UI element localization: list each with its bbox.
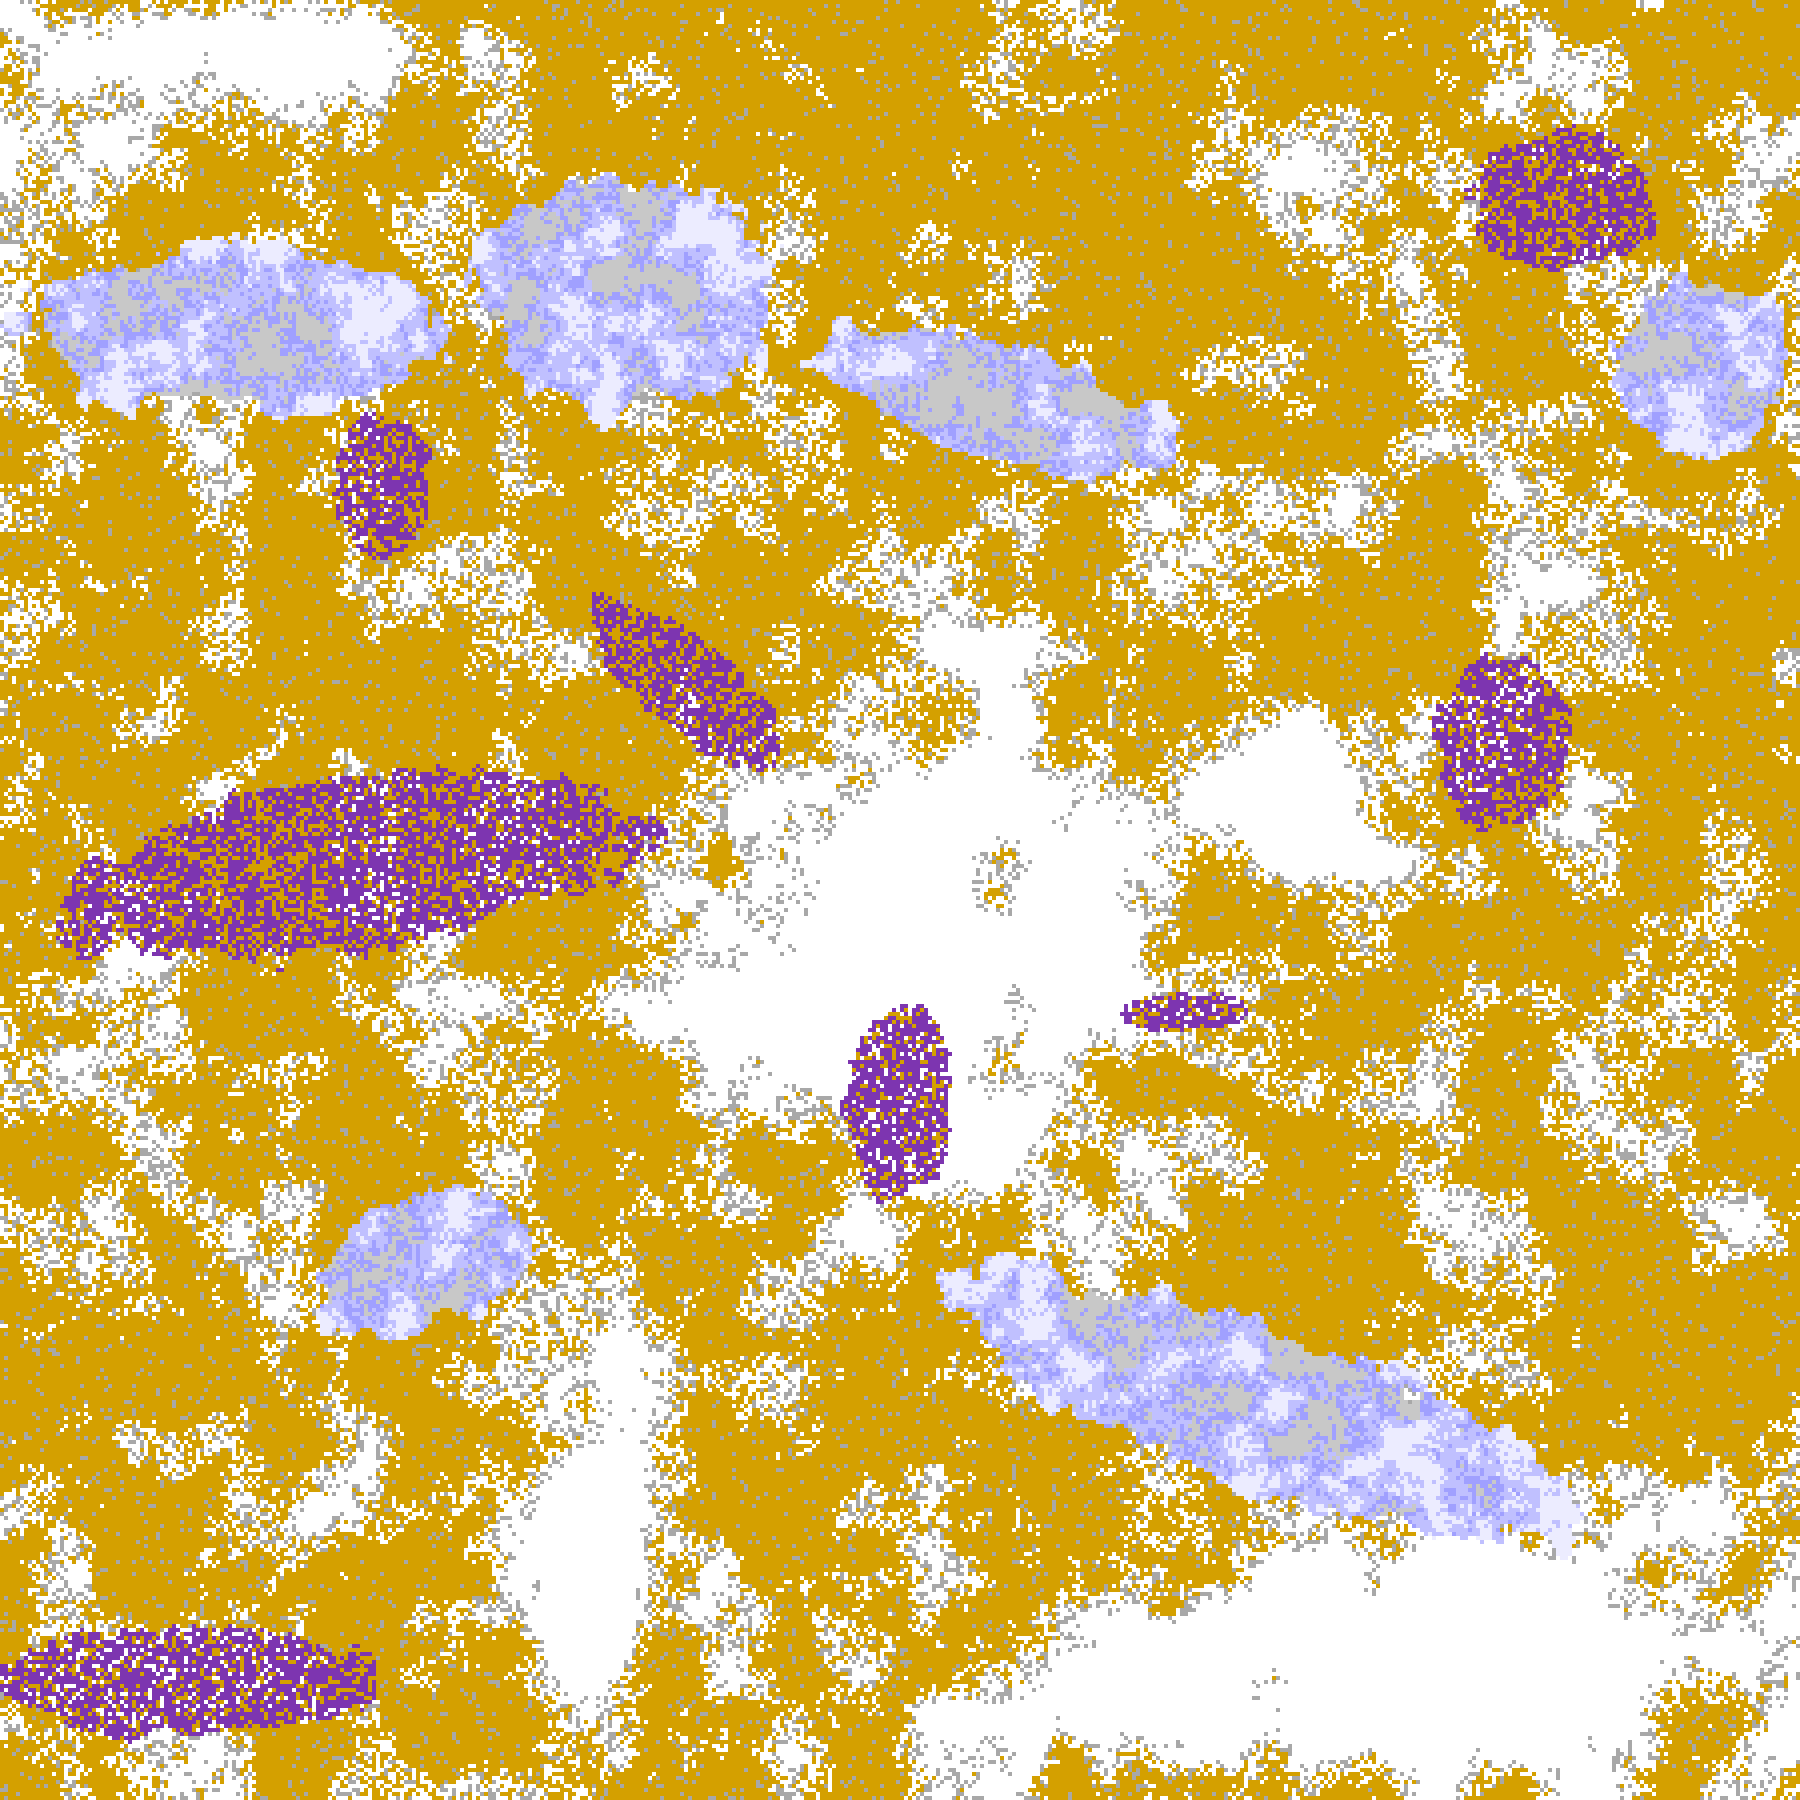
satellite-cloud-map xyxy=(0,0,1800,1800)
cloud-classification-canvas xyxy=(0,0,1800,1800)
